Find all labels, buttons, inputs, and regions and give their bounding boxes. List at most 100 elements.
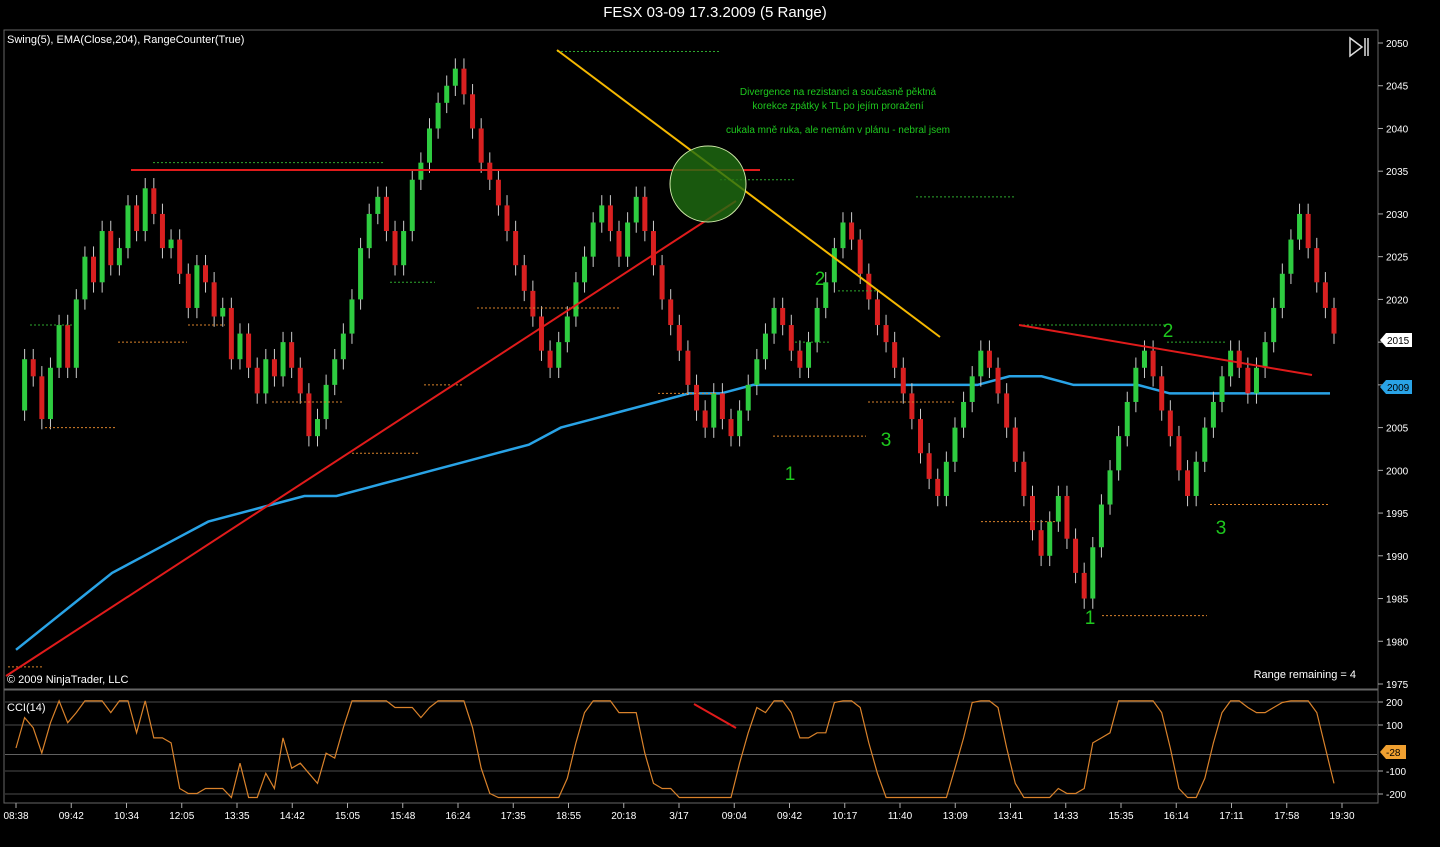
bar-body <box>909 393 915 420</box>
bar-body <box>383 196 389 232</box>
price-bars <box>22 58 1337 609</box>
bar-body <box>1141 350 1147 368</box>
last-price-tag: 2015 <box>1380 333 1412 347</box>
wave-label-a2: 2 <box>815 269 826 290</box>
x-tick-label: 13:35 <box>224 811 249 822</box>
bar-body <box>254 367 260 394</box>
y-tick-label: 2050 <box>1386 39 1409 50</box>
bar-body <box>625 222 631 257</box>
swing-levels <box>8 51 1328 668</box>
cci-grid: 200 100 -100 -200 <box>5 698 1406 801</box>
bar-body <box>702 410 708 428</box>
bar-body <box>823 282 829 308</box>
bar-body <box>1124 401 1130 437</box>
play-pause-icon[interactable] <box>1349 36 1369 58</box>
cci-value-tag-text: -28 <box>1386 748 1401 759</box>
bar-body <box>633 196 639 223</box>
bar-body <box>151 188 157 214</box>
bar-body <box>1193 461 1199 496</box>
x-tick-label: 08:38 <box>3 811 28 822</box>
bar-body <box>315 419 321 437</box>
bar-body <box>1004 393 1010 428</box>
bar-body <box>349 299 355 334</box>
bar-body <box>961 401 967 428</box>
bar-body <box>840 222 846 249</box>
y-tick-label: 1975 <box>1386 680 1409 691</box>
cci-panel-frame <box>3 689 1379 804</box>
ema-line <box>15 375 1330 651</box>
y-tick-label: 2005 <box>1386 424 1409 435</box>
cci-path <box>15 699 1335 799</box>
bar-body <box>306 393 312 437</box>
bar-body <box>177 239 183 274</box>
bar-body <box>470 94 476 129</box>
bar-body <box>375 196 381 214</box>
bar-body <box>676 325 682 351</box>
bar-body <box>737 410 743 437</box>
cci-divergence-line[interactable] <box>693 703 737 729</box>
bar-body <box>478 128 484 163</box>
x-tick-label: 15:05 <box>335 811 360 822</box>
bar-body <box>125 205 131 249</box>
bar-body <box>1236 350 1242 368</box>
x-tick-label: 12:05 <box>169 811 194 822</box>
bar-body <box>211 282 217 317</box>
bar-body <box>986 350 992 368</box>
wave-label-a3: 3 <box>881 430 892 451</box>
bar-body <box>366 213 372 249</box>
bar-body <box>444 85 450 103</box>
bar-body <box>426 128 432 163</box>
y-tick-label: 2040 <box>1386 124 1409 135</box>
bar-body <box>1159 376 1165 411</box>
bar-body <box>582 256 588 283</box>
bar-body <box>1322 282 1328 308</box>
descending-resistance-line[interactable] <box>1018 324 1313 376</box>
bar-body <box>711 393 717 428</box>
downtrend-line[interactable] <box>556 49 941 338</box>
bar-body <box>599 205 605 223</box>
bar-body <box>237 333 243 360</box>
bar-body <box>556 342 562 368</box>
bar-body <box>504 205 510 232</box>
bar-body <box>1279 273 1285 308</box>
bar-body <box>1081 572 1087 599</box>
uptrend-line[interactable] <box>5 200 737 677</box>
bar-body <box>874 299 880 326</box>
bar-body <box>495 179 501 206</box>
bar-body <box>1021 461 1027 496</box>
bar-body <box>91 256 97 283</box>
bar-body <box>108 231 114 266</box>
bar-body <box>1305 213 1311 249</box>
bar-body <box>271 359 277 377</box>
cci-label: CCI(14) <box>7 702 46 714</box>
x-tick-label: 14:42 <box>280 811 305 822</box>
divergence-highlight-circle[interactable] <box>669 145 747 223</box>
bar-body <box>392 231 398 266</box>
bar-body <box>263 359 269 394</box>
bar-body <box>203 265 209 283</box>
annotation-line-3: cukala mně ruka, ale nemám v plánu - neb… <box>726 125 950 136</box>
chart-title: FESX 03-09 17.3.2009 (5 Range) <box>603 4 827 21</box>
bar-body <box>99 231 105 283</box>
bar-body <box>694 384 700 411</box>
bar-body <box>1262 342 1268 368</box>
bar-body <box>788 325 794 351</box>
bar-body <box>1228 350 1234 377</box>
bar-body <box>943 461 949 496</box>
bar-body <box>642 196 648 232</box>
bar-body <box>1116 436 1122 471</box>
bar-body <box>358 248 364 300</box>
bar-body <box>926 453 932 479</box>
bar-body <box>220 307 226 317</box>
bar-body <box>56 325 62 368</box>
bar-body <box>969 376 975 402</box>
bar-body <box>780 307 786 326</box>
bar-body <box>883 325 889 343</box>
bar-body <box>1176 436 1182 471</box>
bar-body <box>573 282 579 317</box>
bar-body <box>771 307 777 334</box>
bar-body <box>935 478 941 496</box>
bar-body <box>246 333 252 368</box>
bar-body <box>1253 367 1259 394</box>
